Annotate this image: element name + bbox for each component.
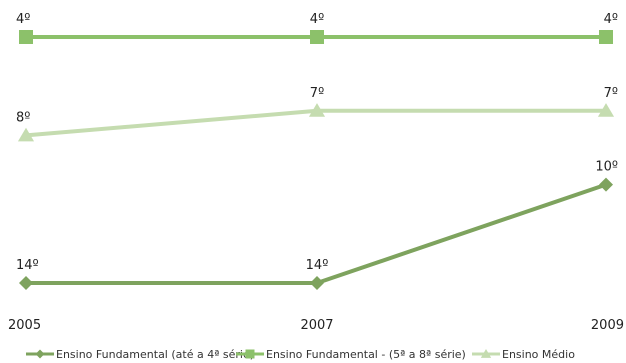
legend-marker-icon [245,349,255,359]
data-label-s2-2: 4º [310,12,324,27]
data-label-s1-3: 10º [595,160,618,175]
data-labels-layer: 8º 7º 7º 4º 4º 4º 14º 14º 10º [16,12,618,273]
legend-item-1: Ensino Fundamental (até a 4ª série) [26,348,254,361]
legend-label: Ensino Fundamental - (5ª a 8ª série) [266,348,466,361]
data-label-s3-1: 8º [16,110,30,125]
data-point-s3-1 [17,127,35,142]
legend-label: Ensino Médio [502,348,575,361]
data-label-s1-2: 14º [306,258,329,273]
legend-marker-icon [35,349,45,359]
data-point-s2-1 [19,30,33,44]
legend-marker-icon [480,349,492,358]
x-axis-tick-labels: 2005 2007 2009 [8,318,624,333]
data-point-s1-1 [19,276,33,290]
x-tick-label-2009: 2009 [591,318,624,333]
data-point-s1-2 [310,276,324,290]
data-label-s3-3: 7º [604,86,618,101]
legend: Ensino Fundamental (até a 4ª série) Ensin… [26,348,575,361]
legend-item-2: Ensino Fundamental - (5ª a 8ª série) [236,348,466,361]
series-layer [17,30,615,290]
data-label-s1-1: 14º [16,258,39,273]
data-point-s3-2 [308,103,326,117]
data-point-s2-2 [310,30,324,44]
data-label-s2-3: 4º [604,12,618,27]
data-point-s1-3 [599,177,613,192]
x-tick-label-2005: 2005 [8,318,41,333]
data-point-s3-3 [597,103,615,117]
data-point-s2-3 [599,30,613,44]
x-tick-label-2007: 2007 [300,318,333,333]
legend-label: Ensino Fundamental (até a 4ª série) [56,348,254,361]
data-label-s2-1: 4º [16,12,30,27]
data-label-s3-2: 7º [310,86,324,101]
legend-item-3: Ensino Médio [472,348,575,361]
